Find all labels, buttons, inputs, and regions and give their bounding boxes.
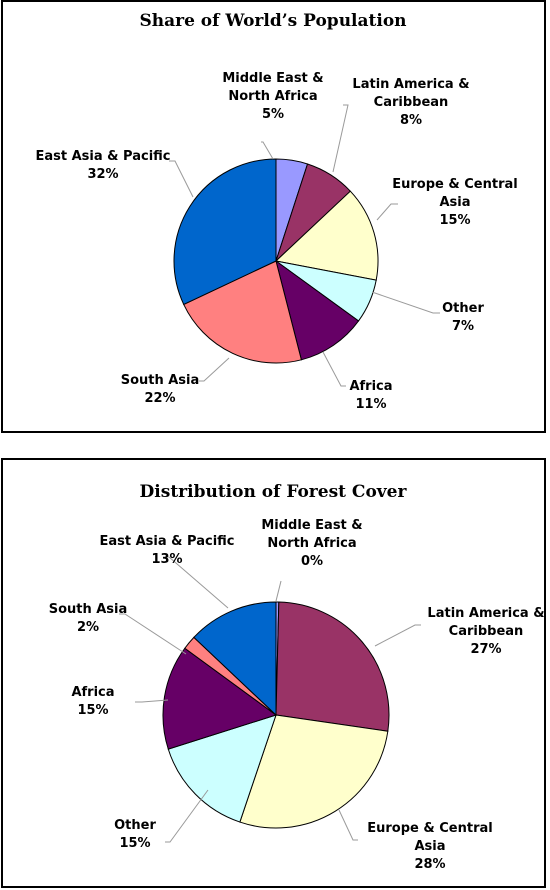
slice-name-line: Africa: [71, 685, 114, 700]
slice-name-line: North Africa: [228, 89, 317, 104]
slice-name-line: North Africa: [267, 536, 356, 551]
slice-name-line: Caribbean: [449, 624, 524, 639]
population-pie-chart: Share of World’s Population Middle East …: [35, 11, 517, 412]
slice-label-latin-america-and-caribbean: Latin America & Caribbean 8%: [352, 77, 469, 128]
slice-percent: 0%: [301, 554, 323, 569]
pie-slice-latin-america-and-caribbean: [275, 601, 390, 732]
leader-line-africa: [322, 351, 346, 387]
slice-name-line: Asia: [414, 839, 445, 854]
slice-percent: 11%: [355, 397, 386, 412]
pie-slice-africa: [162, 647, 278, 750]
slice-name-line: Europe & Central: [392, 177, 517, 192]
slice-percent: 15%: [119, 836, 150, 851]
slice-name-line: East Asia & Pacific: [35, 149, 170, 164]
slice-percent: 8%: [400, 113, 422, 128]
slice-label-south-asia: South Asia 2%: [49, 602, 128, 635]
leader-line-latin-america-and-caribbean: [332, 104, 349, 173]
slice-percent: 22%: [144, 391, 175, 406]
slice-label-east-asia-and-pacific: East Asia & Pacific 13%: [99, 534, 234, 567]
slice-label-africa: Africa 11%: [349, 379, 392, 412]
slice-label-europe-and-central-asia: Europe & Central Asia 15%: [392, 177, 517, 228]
population-chart-panel: Share of World’s Population Middle East …: [1, 0, 546, 433]
leader-line-east-asia-and-pacific: [169, 160, 194, 198]
slice-name-line: Latin America &: [427, 606, 544, 621]
slice-name-line: Middle East &: [261, 518, 362, 533]
slice-percent: 5%: [262, 107, 284, 122]
slice-label-east-asia-and-pacific: East Asia & Pacific 32%: [35, 149, 170, 182]
pie-slice-south-asia: [183, 260, 302, 364]
forest-chart-panel: Distribution of Forest Cover Middle East…: [1, 458, 546, 888]
slice-name-line: South Asia: [49, 602, 128, 617]
leader-line-east-asia-and-pacific: [163, 556, 229, 609]
slice-percent: 32%: [87, 167, 118, 182]
leader-line-middle-east-and-north-africa: [275, 580, 282, 602]
slices: [173, 158, 379, 364]
slice-name-line: East Asia & Pacific: [99, 534, 234, 549]
leader-line-latin-america-and-caribbean: [374, 624, 421, 647]
slice-percent: 15%: [439, 213, 470, 228]
pie-slice-east-asia-and-pacific: [193, 601, 277, 717]
slice-name-line: South Asia: [121, 373, 200, 388]
slice-label-middle-east-and-north-africa: Middle East & North Africa 0%: [261, 518, 362, 569]
slice-name-line: Other: [442, 301, 484, 316]
slice-name-line: Caribbean: [374, 95, 449, 110]
slice-percent: 2%: [77, 620, 99, 635]
leader-line-other: [371, 291, 440, 314]
slice-name-line: Europe & Central: [367, 821, 492, 836]
pie-slice-africa: [275, 259, 360, 361]
slice-label-other: Other 7%: [442, 301, 484, 334]
leader-line-europe-and-central-asia: [338, 809, 358, 841]
forest-pie-chart: Distribution of Forest Cover Middle East…: [49, 482, 544, 872]
leader-line-africa: [135, 699, 169, 703]
slice-label-africa: Africa 15%: [71, 685, 114, 718]
slice-label-europe-and-central-asia: Europe & Central Asia 28%: [367, 821, 492, 872]
slice-labels: Middle East & North Africa 5% Latin America…: [35, 71, 517, 412]
chart-title: Share of World’s Population: [139, 11, 406, 31]
slice-label-latin-america-and-caribbean: Latin America & Caribbean 27%: [427, 606, 544, 657]
slice-label-south-asia: South Asia 22%: [121, 373, 200, 406]
pie-slice-east-asia-and-pacific: [173, 158, 277, 306]
slice-name-line: Middle East &: [222, 71, 323, 86]
leader-line-south-asia: [119, 613, 187, 655]
slices: [162, 601, 390, 829]
slice-label-other: Other 15%: [114, 818, 156, 851]
pie-slice-europe-and-central-asia: [274, 190, 379, 281]
slice-labels: Middle East & North Africa 0% Latin America…: [49, 518, 544, 872]
slice-label-middle-east-and-north-africa: Middle East & North Africa 5%: [222, 71, 323, 122]
chart-title: Distribution of Forest Cover: [140, 482, 408, 502]
slice-percent: 7%: [452, 319, 474, 334]
leader-line-middle-east-and-north-africa: [261, 141, 274, 160]
slice-name-line: Latin America &: [352, 77, 469, 92]
slice-percent: 15%: [77, 703, 108, 718]
leader-line-other: [165, 789, 209, 843]
pie-slice-europe-and-central-asia: [239, 714, 389, 829]
slice-percent: 28%: [414, 857, 445, 872]
slice-name-line: Asia: [439, 195, 470, 210]
leader-line-europe-and-central-asia: [376, 203, 398, 221]
slice-percent: 13%: [151, 552, 182, 567]
slice-percent: 27%: [470, 642, 501, 657]
pie-slice-other: [167, 714, 277, 823]
slice-name-line: Other: [114, 818, 156, 833]
slice-name-line: Africa: [349, 379, 392, 394]
leader-line-south-asia: [199, 357, 230, 382]
